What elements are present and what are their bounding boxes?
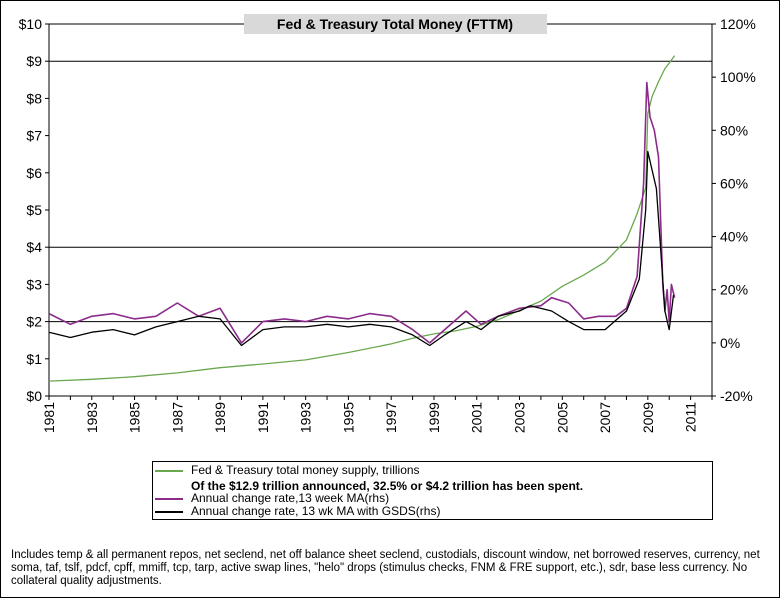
left-tick-label: $2 [26, 314, 42, 330]
x-tick-label: 2005 [554, 402, 570, 433]
legend-label-change-rate: Annual change rate,13 week MA(rhs) [191, 491, 390, 505]
right-tick-label: 120% [720, 16, 756, 32]
x-tick-label: 1981 [41, 402, 57, 433]
left-tick-label: $10 [19, 16, 43, 32]
legend-label-gsds: Annual change rate, 13 wk MA with GSDS(r… [191, 504, 441, 518]
x-tick-label: 1999 [426, 402, 442, 433]
x-tick-label: 2003 [512, 402, 528, 433]
x-tick-label: 2009 [640, 402, 656, 433]
left-tick-label: $4 [26, 239, 42, 255]
left-tick-label: $3 [26, 276, 42, 292]
x-axis: 1981 1983 1985 1987 1989 1991 1993 1995 1997 1999… [41, 396, 713, 433]
legend-swatch-black [155, 511, 183, 513]
right-tick-label: 40% [720, 229, 748, 245]
x-tick-label: 1997 [383, 402, 399, 433]
left-tick-label: $9 [26, 53, 42, 69]
plot-area [48, 23, 713, 397]
legend-label-money-supply: Fed & Treasury total money supply, trill… [191, 463, 420, 477]
legend-swatch-green [155, 470, 183, 472]
x-tick-label: 1987 [169, 402, 185, 433]
title-box [244, 14, 547, 34]
series-line-3 [48, 150, 675, 347]
x-tick-label: 2001 [469, 402, 485, 433]
left-tick-label: $0 [26, 388, 42, 404]
left-tick-label: $8 [26, 90, 42, 106]
series-line-1 [48, 55, 676, 382]
x-tick-label: 1983 [84, 402, 100, 433]
footnote: Includes temp & all permanent repos, net… [11, 549, 760, 587]
left-tick-label: $1 [26, 351, 42, 367]
legend: Fed & Treasury total money supply, trill… [152, 461, 713, 520]
chart-svg: Fed & Treasury Total Money (FTTM) $0 $1 $2… [19, 14, 756, 433]
left-tick-label: $5 [26, 202, 42, 218]
x-tick-label: 1989 [212, 402, 228, 433]
right-axis: -20% 0% 20% 40% 60% 80% 100% 120% [712, 16, 756, 404]
right-tick-label: 0% [720, 335, 740, 351]
gridlines [49, 60, 712, 323]
x-tick-label: 2011 [683, 402, 699, 432]
right-tick-label: 100% [720, 69, 756, 85]
series-group [48, 55, 676, 382]
chart-title: Fed & Treasury Total Money (FTTM) [277, 16, 513, 32]
x-tick-label: 1985 [127, 402, 143, 433]
right-tick-label: 20% [720, 282, 748, 298]
right-tick-label: 80% [720, 122, 748, 138]
x-tick-label: 2007 [597, 402, 613, 433]
left-axis: $0 $1 $2 $3 $4 $5 $6 $7 $8 $9 $10 [19, 16, 49, 404]
right-tick-label: 60% [720, 175, 748, 191]
left-tick-label: $6 [26, 165, 42, 181]
right-tick-label: -20% [720, 388, 753, 404]
x-tick-label: 1995 [340, 402, 356, 433]
x-tick-label: 1993 [298, 402, 314, 433]
left-tick-label: $7 [26, 128, 42, 144]
legend-swatch-purple [155, 498, 183, 500]
x-tick-label: 1991 [255, 402, 271, 433]
legend-note: Of the $12.9 trillion announced, 32.5% o… [191, 479, 584, 493]
